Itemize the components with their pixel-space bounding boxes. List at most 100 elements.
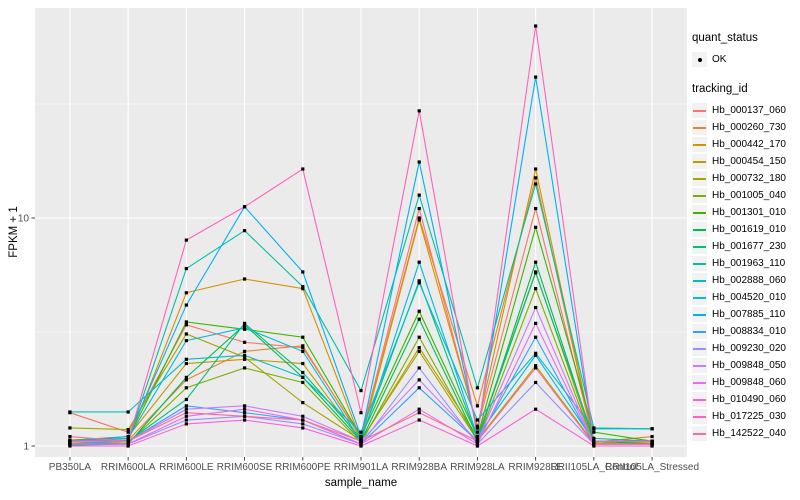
- data-point: [475, 418, 480, 422]
- data-point: [534, 353, 538, 357]
- data-point: [475, 424, 480, 428]
- legend-item-label: Hb_007885_110: [712, 309, 786, 320]
- legend-item-Hb_001301_010: Hb_001301_010: [692, 204, 798, 221]
- data-point: [242, 407, 247, 411]
- data-point: [417, 349, 421, 353]
- data-point: [242, 229, 247, 233]
- data-point: [534, 380, 538, 385]
- legend-key-box: [692, 103, 707, 118]
- legend-item-label: Hb_002888_060: [712, 275, 786, 286]
- data-point: [184, 357, 188, 361]
- data-point: [68, 434, 72, 439]
- data-point: [301, 346, 305, 350]
- data-point: [534, 351, 538, 355]
- data-point: [417, 109, 421, 113]
- legend-key-box: [692, 273, 707, 288]
- data-point: [126, 410, 130, 414]
- x-tick-label: RRIM928LE: [508, 462, 563, 473]
- legend-item-Hb_001677_230: Hb_001677_230: [692, 238, 798, 255]
- data-point: [592, 436, 596, 440]
- data-point: [359, 436, 363, 440]
- data-point: [534, 167, 538, 171]
- legend-key-box: [692, 205, 707, 220]
- legend-item-label: Hb_001677_230: [712, 241, 786, 252]
- legend-item-label: Hb_008834_010: [712, 326, 786, 337]
- legend-item-label: Hb_000442_170: [712, 139, 786, 150]
- legend-key-box: [692, 392, 707, 407]
- data-point: [417, 218, 421, 222]
- data-point: [359, 434, 363, 439]
- legend-item-Hb_001005_040: Hb_001005_040: [692, 187, 798, 204]
- data-point: [417, 411, 421, 415]
- data-point: [301, 361, 305, 366]
- legend-key-box: [692, 137, 707, 152]
- legend-key-box: [692, 375, 707, 390]
- legend-key-line-icon: [693, 177, 706, 180]
- legend-key-box: [692, 409, 707, 424]
- data-point: [650, 444, 654, 448]
- data-point: [534, 176, 538, 180]
- data-point: [650, 434, 654, 439]
- data-point: [126, 434, 130, 439]
- legend-key-box: [692, 239, 707, 254]
- legend-key-line-icon: [693, 296, 706, 299]
- legend-item-Hb_009230_020: Hb_009230_020: [692, 340, 798, 357]
- data-point: [592, 442, 596, 446]
- x-tick-label: PB350LA: [49, 462, 92, 473]
- data-point: [301, 370, 305, 375]
- data-point: [184, 404, 188, 408]
- data-point: [592, 427, 596, 431]
- legend-item-Hb_001963_110: Hb_001963_110: [692, 255, 798, 272]
- data-point: [301, 414, 305, 418]
- legend-item-label: Hb_010490_060: [712, 394, 786, 405]
- legend-key-line-icon: [693, 211, 706, 214]
- y-axis-title: FPKM + 1: [8, 206, 20, 258]
- data-point: [242, 326, 247, 330]
- data-point: [68, 410, 72, 414]
- data-point: [301, 167, 305, 171]
- data-point: [184, 414, 188, 418]
- data-point: [184, 375, 188, 379]
- legend-key-line-icon: [693, 330, 706, 333]
- x-tick-label: RRIM901LA: [334, 462, 389, 473]
- data-point: [184, 397, 188, 402]
- data-point: [184, 386, 188, 390]
- data-point: [417, 418, 421, 422]
- legend-key-box: [692, 324, 707, 339]
- legend-item-Hb_000137_060: Hb_000137_060: [692, 102, 798, 119]
- data-point: [475, 442, 480, 446]
- data-point: [534, 271, 538, 275]
- data-point: [68, 426, 72, 430]
- data-point: [184, 238, 188, 242]
- y-tick-label: 1: [23, 442, 29, 453]
- data-point: [475, 434, 480, 439]
- data-point: [534, 182, 538, 186]
- data-point: [242, 357, 247, 361]
- legend-item-label: Hb_001619_010: [712, 224, 786, 235]
- legend-item-Hb_000454_150: Hb_000454_150: [692, 153, 798, 170]
- data-point: [534, 366, 538, 370]
- legend-key-box: [692, 358, 707, 373]
- data-point: [242, 366, 247, 370]
- legend: quant_status OK tracking_id Hb_000137_06…: [692, 32, 798, 442]
- legend-item-Hb_142522_040: Hb_142522_040: [692, 425, 798, 442]
- data-point: [417, 281, 421, 285]
- data-point: [417, 378, 421, 382]
- data-point: [534, 24, 538, 28]
- data-point: [417, 206, 421, 211]
- data-point: [126, 444, 130, 448]
- data-point: [359, 388, 363, 393]
- data-point: [301, 375, 305, 379]
- data-point: [534, 335, 538, 339]
- data-point: [68, 442, 72, 446]
- data-point: [126, 436, 130, 440]
- data-point: [417, 335, 421, 339]
- data-point: [592, 430, 596, 434]
- data-point: [126, 442, 130, 446]
- legend-key-box: [692, 426, 707, 441]
- x-tick-label: RRIM600LE: [159, 462, 214, 473]
- data-point: [242, 355, 247, 359]
- data-point: [475, 430, 480, 434]
- data-point: [417, 407, 421, 411]
